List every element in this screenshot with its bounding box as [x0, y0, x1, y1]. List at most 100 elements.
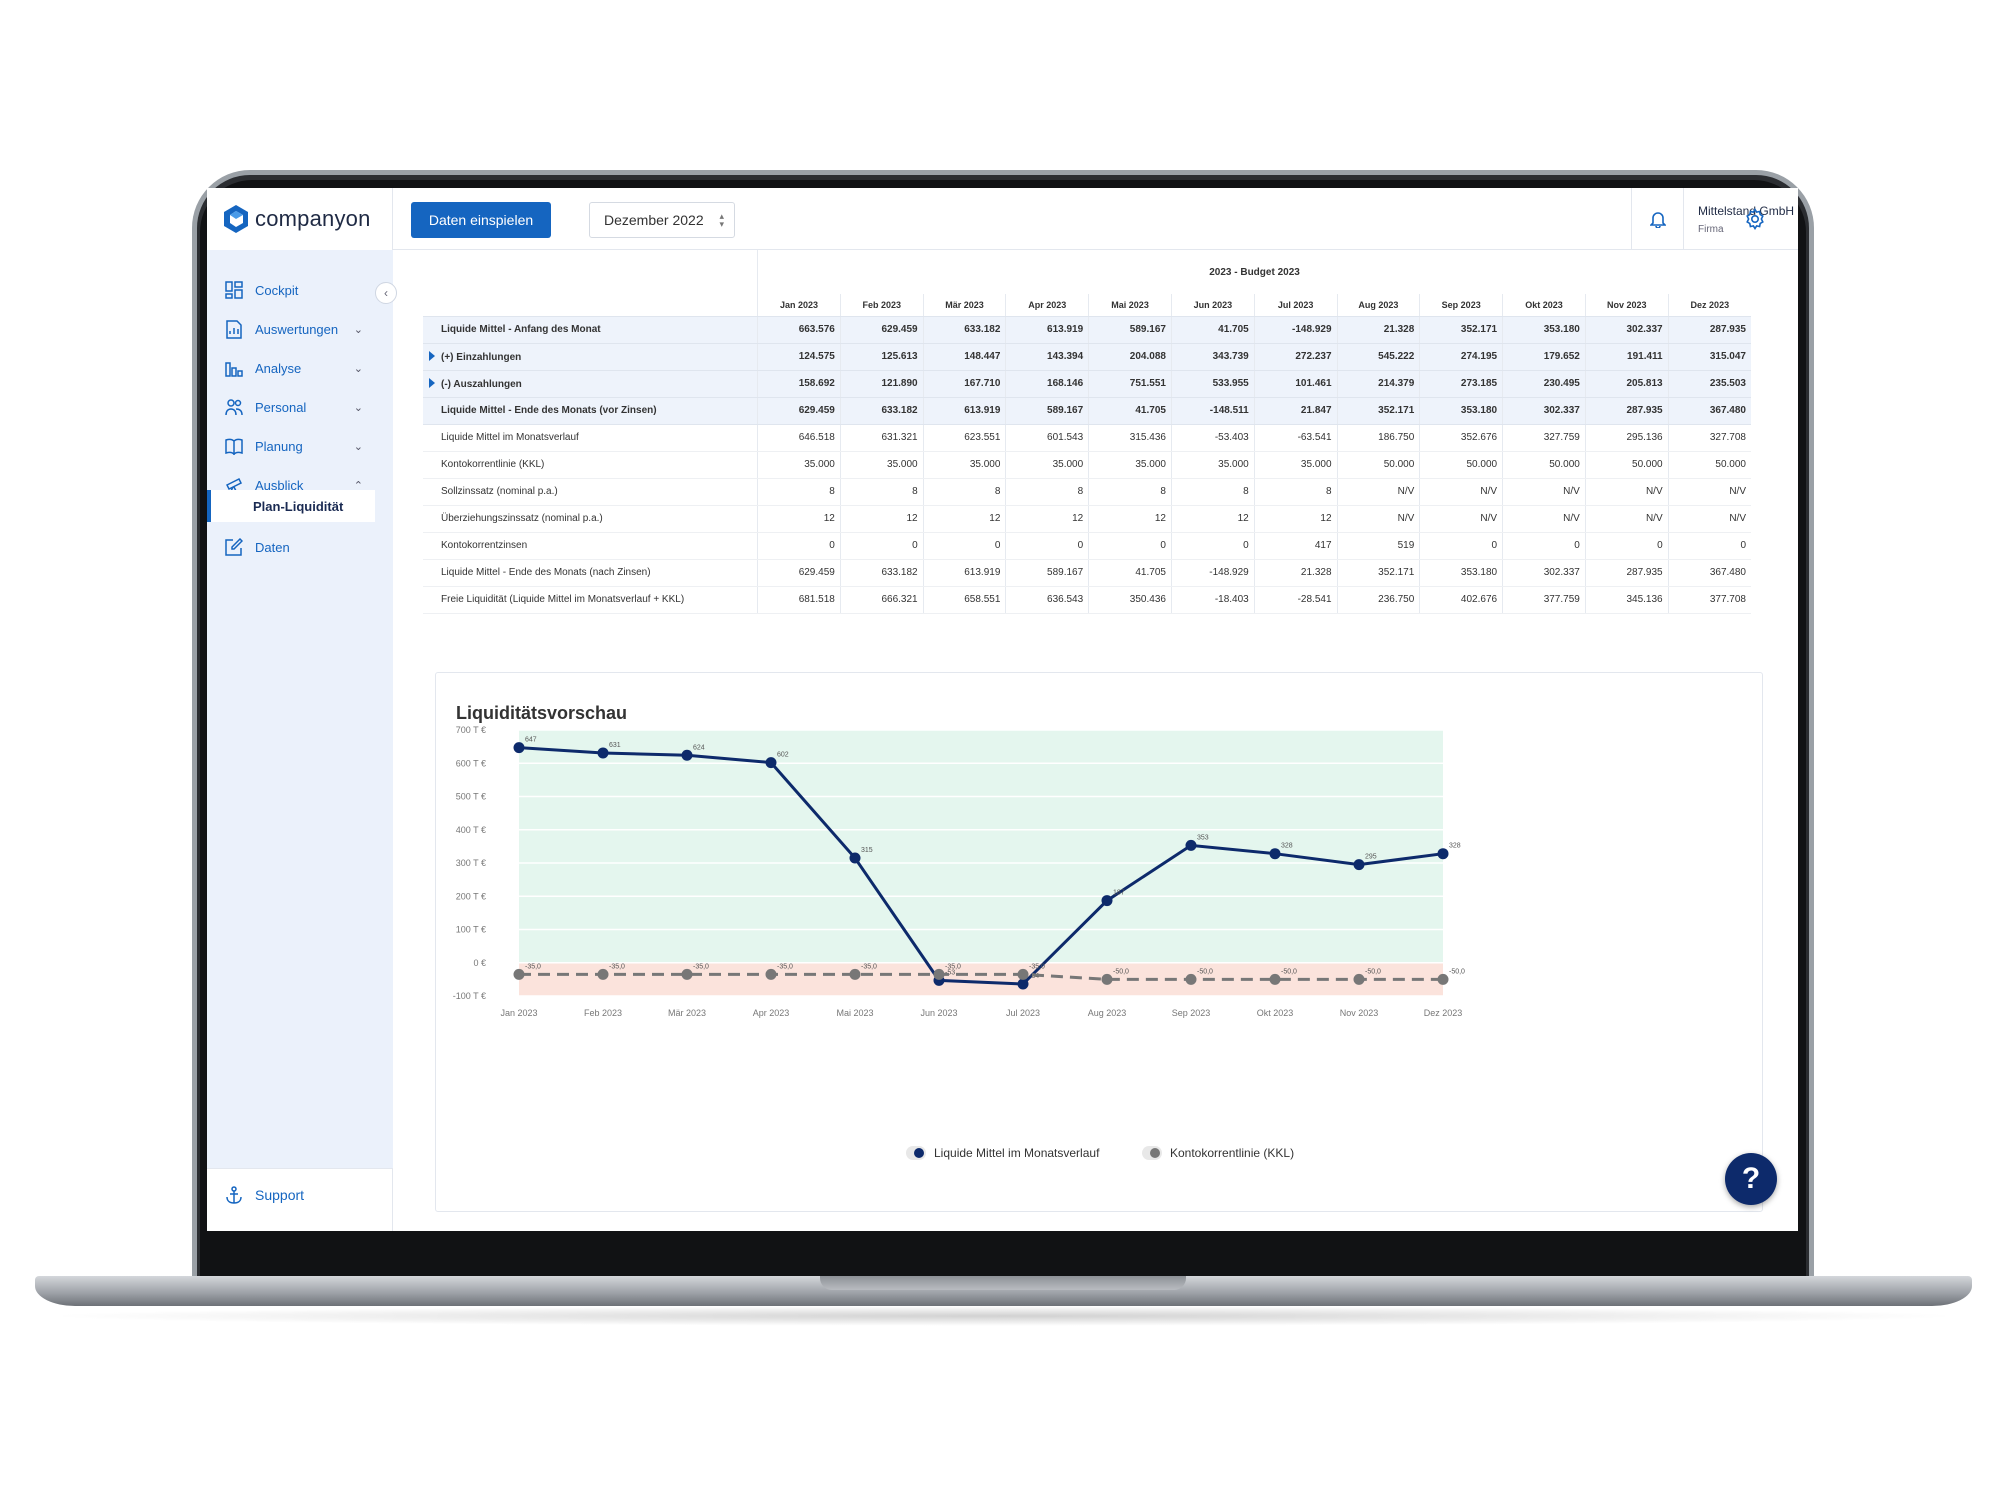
period-select[interactable]: Dezember 2022 ▴ ▾ [589, 202, 735, 238]
table-cell: 35.000 [1253, 451, 1338, 479]
table-row: Sollzinssatz (nominal p.a.) 8 8 8 8 8 8 8 N/V N/V… [423, 478, 1751, 506]
data-label: -50,0 [1281, 968, 1297, 975]
table-row-label: Kontokorrentzinsen [423, 532, 758, 560]
sidebar-item-planung[interactable]: Planung ⌄ [207, 431, 393, 461]
table-corner [423, 250, 758, 294]
table-cell: 589.167 [1088, 316, 1172, 344]
data-label: -35,0 [861, 963, 877, 970]
table-month-header-cell: Mai 2023 [1088, 294, 1172, 317]
table-cell: 35.000 [1005, 451, 1089, 479]
sidebar-subitem-label: Plan-Liquidität [253, 498, 344, 514]
table-row-label[interactable]: (+) Einzahlungen [423, 343, 758, 371]
sidebar-item-label: Cockpit [255, 282, 299, 298]
liquidity-point [1269, 848, 1281, 860]
table-cell: 50.000 [1502, 451, 1586, 479]
kkl-point [1353, 973, 1365, 985]
x-tick-label: Nov 2023 [1340, 1008, 1379, 1018]
table-cell: 214.379 [1336, 370, 1420, 398]
data-label: -35,0 [609, 963, 625, 970]
data-label: -50,0 [1113, 968, 1129, 975]
sidebar-item-analyse[interactable]: Analyse ⌄ [207, 353, 393, 383]
chart-title: Liquiditätsvorschau [456, 703, 628, 723]
sidebar-divider [207, 1168, 393, 1169]
table-month-header-cell: Apr 2023 [1005, 294, 1089, 317]
table-cell: 353.180 [1502, 316, 1586, 344]
data-label: -53 [945, 969, 955, 976]
sidebar-item-label: Analyse [255, 360, 302, 376]
table-cell: 167.710 [922, 370, 1006, 398]
table-row-label[interactable]: (-) Auszahlungen [423, 370, 758, 398]
table-cell: N/V [1584, 478, 1669, 506]
sidebar: companyon ‹ Cockpit Auswertungen ⌄ Analy… [207, 188, 397, 1231]
table-cell: N/V [1419, 505, 1503, 533]
chart-card: Liquiditätsvorschau -100 T € 0 € 100 T € 20… [435, 672, 1763, 1212]
table-cell: N/V [1336, 478, 1420, 506]
table-cell: 545.222 [1336, 343, 1420, 371]
support-link[interactable]: Support [207, 1180, 393, 1210]
table-cell: 302.337 [1584, 316, 1669, 344]
table-cell: 613.919 [1005, 316, 1089, 344]
data-label: -35,0 [945, 963, 961, 970]
table-cell: -148.929 [1170, 559, 1255, 587]
x-tick-label: Okt 2023 [1257, 1008, 1294, 1018]
table-cell: 8 [1088, 478, 1172, 506]
table-cell: N/V [1336, 505, 1420, 533]
table-row-label-text: Kontokorrentzinsen [441, 540, 528, 551]
liquidity-table-wrap: 2023 - Budget 2023 Jan 2023 Feb 2023 Mär 2… [423, 250, 1763, 614]
sidebar-item-daten[interactable]: Daten [207, 532, 393, 562]
dashboard-icon [223, 279, 245, 301]
table-cell: 345.136 [1584, 586, 1669, 614]
table-row[interactable]: (+) Einzahlungen 124.575 125.613 148.447 143… [423, 343, 1751, 371]
table-cell: 636.543 [1005, 586, 1089, 614]
expand-caret-icon[interactable] [429, 377, 435, 388]
expand-caret-icon[interactable] [429, 350, 435, 361]
import-data-button[interactable]: Daten einspielen [411, 202, 551, 238]
liquidity-point [681, 749, 693, 761]
chevron-up-icon: ⌃ [353, 479, 363, 492]
sidebar-item-auswertungen[interactable]: Auswertungen ⌄ [207, 314, 393, 344]
data-label: 353 [1197, 834, 1209, 841]
sidebar-subitem-plan-liquiditaet[interactable]: Plan-Liquidität [207, 490, 375, 522]
kkl-point [1269, 973, 1281, 985]
table-cell: 179.652 [1502, 343, 1586, 371]
table-cell: 302.337 [1502, 559, 1586, 587]
sidebar-item-cockpit[interactable]: Cockpit [207, 275, 393, 305]
table-cell: 533.955 [1170, 370, 1255, 398]
table-body: Liquide Mittel - Anfang des Monat 663.576… [423, 316, 1751, 614]
logo[interactable]: companyon [223, 204, 371, 234]
table-row[interactable]: (-) Auszahlungen 158.692 121.890 167.710 168… [423, 370, 1751, 398]
table-cell: 633.182 [839, 559, 924, 587]
settings-button[interactable] [1744, 207, 1766, 235]
company-switcher[interactable]: Mittelstand GmbH Firma [1683, 188, 1798, 250]
table-row-label-text: Liquide Mittel - Anfang des Monat [441, 324, 601, 335]
collapse-sidebar-button[interactable]: ‹ [375, 282, 397, 304]
kkl-point [1437, 973, 1449, 985]
table-cell: 21.328 [1253, 559, 1338, 587]
table-cell: 50.000 [1419, 451, 1503, 479]
table-cell: 8 [1170, 478, 1255, 506]
table-cell: N/V [1419, 478, 1503, 506]
bell-icon [1649, 212, 1666, 228]
x-tick-label: Jul 2023 [1006, 1008, 1040, 1018]
notifications-button[interactable] [1631, 188, 1683, 250]
table-cell: 352.676 [1419, 424, 1503, 452]
x-tick-label: Aug 2023 [1088, 1008, 1127, 1018]
table-cell: 352.171 [1336, 397, 1420, 425]
table-cell: 191.411 [1584, 343, 1669, 371]
table-cell: 50.000 [1584, 451, 1669, 479]
table-cell: 148.447 [922, 343, 1006, 371]
data-label: -35,0 [693, 963, 709, 970]
data-label: 328 [1281, 843, 1293, 850]
table-cell: 124.575 [757, 343, 841, 371]
x-tick-label: Mär 2023 [668, 1008, 706, 1018]
table-month-header-cell: Jan 2023 [757, 294, 841, 317]
company-type: Firma [1698, 224, 1724, 235]
liquidity-point [1185, 839, 1197, 851]
sidebar-item-personal[interactable]: Personal ⌄ [207, 392, 393, 422]
y-tick-label: 200 T € [456, 891, 486, 901]
help-button[interactable]: ? [1725, 1153, 1777, 1205]
table-row-label-text: Überziehungszinssatz (nominal p.a.) [441, 513, 603, 524]
table-cell: 21.328 [1336, 316, 1420, 344]
table-cell: 353.180 [1419, 397, 1503, 425]
table-cell: 230.495 [1502, 370, 1586, 398]
